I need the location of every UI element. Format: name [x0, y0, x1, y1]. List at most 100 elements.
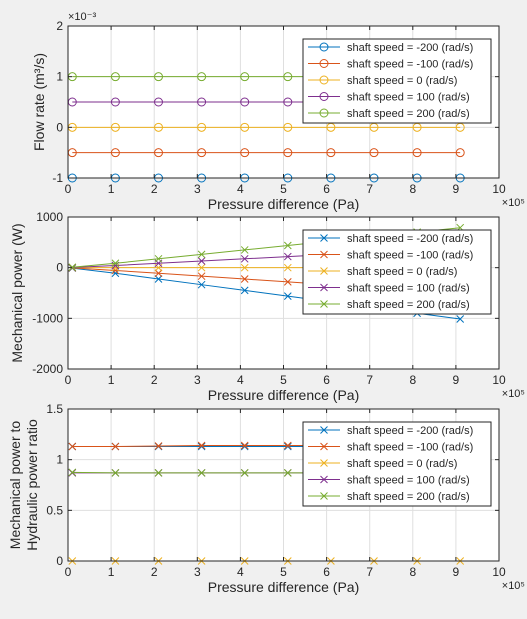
- data-point: [240, 263, 249, 272]
- data-point: [110, 72, 120, 82]
- legend-item-3: shaft speed = 0 (rad/s): [308, 458, 457, 470]
- legend-item-5: shaft speed = 200 (rad/s): [308, 108, 470, 120]
- x-tick-label: 9: [453, 565, 460, 579]
- data-point: [283, 72, 293, 82]
- legend-marker: [320, 267, 328, 275]
- x-tick-label: 1: [108, 565, 115, 579]
- data-point: [197, 468, 206, 477]
- legend-marker: [320, 426, 328, 434]
- x-tick-label: 0: [65, 373, 72, 387]
- legend-item-5: shaft speed = 200 (rad/s): [308, 299, 470, 311]
- x-tick-label: 2: [151, 565, 158, 579]
- legend-marker: [319, 59, 329, 68]
- legend-item-4: shaft speed = 100 (rad/s): [308, 283, 470, 295]
- data-point: [240, 148, 250, 158]
- data-point: [240, 122, 250, 132]
- x-tick-label: 2: [151, 373, 158, 387]
- x-tick-label: 0: [65, 182, 72, 196]
- data-point: [68, 263, 77, 272]
- legend-item-1: shaft speed = -200 (rad/s): [308, 42, 473, 54]
- y-axis-label: Flow rate (m³/s): [31, 53, 47, 151]
- x-tick-label: 0: [65, 565, 72, 579]
- legend-box: [302, 421, 492, 507]
- legend-label: shaft speed = -100 (rad/s): [347, 250, 473, 262]
- legend-item-5: shaft speed = 200 (rad/s): [308, 491, 470, 503]
- legend: shaft speed = -200 (rad/s) shaft speed = …: [302, 421, 492, 507]
- y-tick-label: 1000: [36, 210, 63, 224]
- x-tick-label: 8: [409, 565, 416, 579]
- x-axis-label: Pressure difference (Pa): [208, 387, 359, 403]
- legend-label: shaft speed = 0 (rad/s): [347, 458, 457, 470]
- data-point: [197, 122, 207, 132]
- data-point: [283, 441, 292, 450]
- x-tick-label: 10: [492, 565, 506, 579]
- y-tick-label: -2000: [32, 362, 63, 376]
- y-tick-label: 1: [56, 70, 63, 84]
- legend-box: [302, 38, 492, 124]
- data-point: [240, 246, 249, 254]
- legend-item-4: shaft speed = 100 (rad/s): [308, 92, 470, 104]
- x-tick-label: 1: [108, 373, 115, 387]
- legend-label: shaft speed = 200 (rad/s): [347, 491, 470, 503]
- data-point: [154, 122, 164, 132]
- x-tick-label: 2: [151, 182, 158, 196]
- x-tick-label: 9: [453, 373, 460, 387]
- x-tick-label: 6: [323, 373, 330, 387]
- data-point: [111, 468, 120, 477]
- legend-item-2: shaft speed = -100 (rad/s): [308, 59, 473, 71]
- data-point: [197, 442, 206, 451]
- x-exponent-label: ×10⁵: [502, 197, 525, 209]
- data-point: [240, 254, 249, 263]
- data-point: [455, 148, 465, 158]
- x-tick-label: 3: [194, 182, 201, 196]
- data-point: [240, 441, 249, 450]
- data-point: [197, 72, 207, 82]
- x-tick-label: 9: [453, 182, 460, 196]
- y-tick-label: 0: [56, 120, 63, 134]
- legend-item-3: shaft speed = 0 (rad/s): [308, 75, 457, 87]
- legend: shaft speed = -200 (rad/s) shaft speed = …: [302, 229, 492, 315]
- legend-item-1: shaft speed = -200 (rad/s): [308, 425, 473, 437]
- data-point: [110, 122, 120, 132]
- legend-marker: [319, 42, 329, 52]
- data-point: [111, 259, 120, 268]
- data-point: [412, 148, 422, 158]
- data-point: [197, 148, 207, 158]
- data-point: [110, 97, 120, 107]
- data-point: [154, 72, 164, 82]
- data-point: [283, 442, 292, 451]
- y-tick-label: 1.5: [46, 402, 63, 416]
- legend-label: shaft speed = 100 (rad/s): [347, 92, 470, 104]
- y-axis-label: Mechanical power to: [7, 421, 23, 550]
- data-point: [197, 272, 206, 281]
- x-axis-label: Pressure difference (Pa): [208, 579, 359, 595]
- data-point: [283, 97, 293, 107]
- y-axis-label: Mechanical power (W): [9, 223, 25, 362]
- data-point: [154, 269, 163, 278]
- legend-marker: [320, 459, 328, 467]
- data-point: [240, 275, 249, 283]
- x-exponent-label: ×10⁵: [502, 388, 525, 400]
- data-point: [154, 275, 163, 283]
- data-point: [240, 286, 249, 295]
- data-point: [283, 263, 292, 272]
- legend-item-2: shaft speed = -100 (rad/s): [308, 250, 473, 262]
- legend-box: [302, 229, 492, 315]
- legend-marker: [320, 283, 328, 292]
- data-point: [197, 97, 207, 107]
- data-point: [154, 254, 163, 263]
- x-tick-label: 7: [366, 182, 373, 196]
- data-point: [456, 315, 465, 323]
- x-tick-label: 7: [366, 565, 373, 579]
- x-tick-label: 7: [366, 373, 373, 387]
- y-axis-label: Hydraulic power ratio: [24, 419, 40, 551]
- data-point: [283, 468, 292, 477]
- legend-item-1: shaft speed = -200 (rad/s): [308, 233, 473, 245]
- x-axis-label: Pressure difference (Pa): [208, 196, 359, 212]
- legend-marker: [320, 234, 328, 242]
- data-point: [197, 263, 206, 272]
- legend-marker: [320, 300, 328, 308]
- x-tick-label: 6: [323, 565, 330, 579]
- y-tick-label: 2: [56, 19, 63, 33]
- data-point: [283, 252, 292, 261]
